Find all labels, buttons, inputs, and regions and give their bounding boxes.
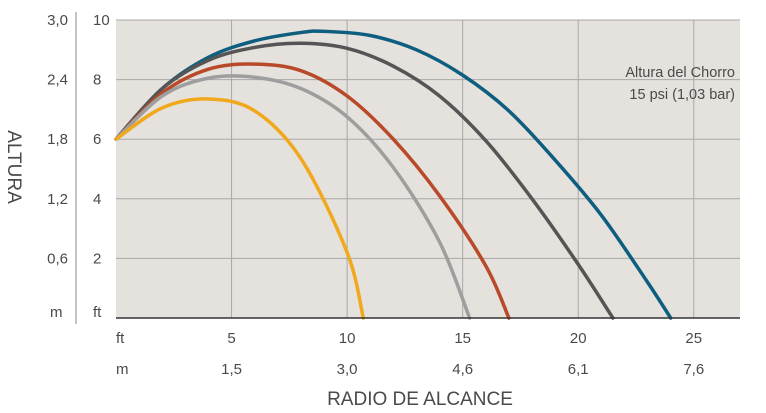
y-tick-ft-0: 2 bbox=[93, 250, 101, 267]
series-group bbox=[114, 29, 673, 320]
grid bbox=[116, 19, 740, 318]
series-line-0 bbox=[114, 29, 673, 320]
x-tick-ft-2: 15 bbox=[454, 330, 471, 347]
x-ft-unit-label: ft bbox=[116, 330, 125, 347]
y-tick-ft-2: 6 bbox=[93, 131, 101, 148]
x-tick-ft-4: 25 bbox=[685, 330, 702, 347]
plot-background bbox=[116, 20, 740, 318]
y-tick-m-0: 0,6 bbox=[47, 250, 68, 267]
annotation-line-2: 15 psi (1,03 bar) bbox=[629, 87, 735, 103]
x-tick-m-3: 6,1 bbox=[568, 361, 589, 378]
x-tick-ft-1: 10 bbox=[339, 330, 356, 347]
series-line-1 bbox=[114, 41, 615, 320]
series-line-3 bbox=[114, 74, 472, 320]
x-tick-m-1: 3,0 bbox=[337, 361, 358, 378]
y-axis-title: ALTURA bbox=[3, 130, 24, 204]
x-tick-ft-0: 5 bbox=[227, 330, 235, 347]
y-tick-ft-3: 8 bbox=[93, 72, 101, 89]
x-axis-title: RADIO DE ALCANCE bbox=[327, 389, 513, 410]
y-tick-m-1: 1,2 bbox=[47, 191, 68, 208]
x-m-unit-label: m bbox=[116, 361, 129, 378]
x-tick-ft-3: 20 bbox=[570, 330, 587, 347]
y-tick-m-3: 2,4 bbox=[47, 72, 68, 89]
y-tick-m-4: 3,0 bbox=[47, 12, 68, 29]
y-tick-m-2: 1,8 bbox=[47, 131, 68, 148]
y-tick-ft-1: 4 bbox=[93, 191, 101, 208]
series-line-4 bbox=[114, 97, 366, 320]
annotation-line-1: Altura del Chorro bbox=[625, 65, 735, 81]
ft-unit-label: ft bbox=[93, 304, 102, 321]
x-tick-m-4: 7,6 bbox=[683, 361, 704, 378]
m-unit-label: m bbox=[50, 304, 63, 321]
y-tick-ft-4: 10 bbox=[93, 12, 110, 29]
series-line-2 bbox=[114, 62, 511, 320]
x-tick-m-0: 1,5 bbox=[221, 361, 242, 378]
tick-labels: 2 4 6 8 10 0,6 1,2 1,8 2,4 3,0 5 10 15 20 25 1,5 3,0 4,6 6… bbox=[47, 12, 704, 378]
x-tick-m-2: 4,6 bbox=[452, 361, 473, 378]
